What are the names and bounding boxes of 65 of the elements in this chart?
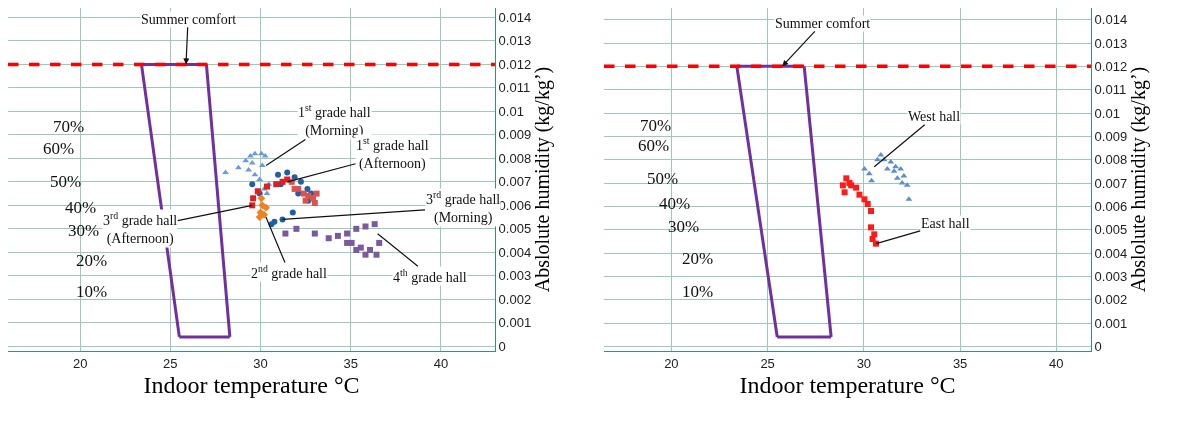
- y-tick-label: 0.011: [1094, 82, 1127, 98]
- y-tick-label: 0.006: [1094, 198, 1128, 214]
- y-tick-label: 0.009: [1094, 128, 1128, 144]
- x-tick-label: 30: [856, 355, 872, 371]
- y-tick-label: 0.01: [498, 103, 524, 119]
- annotation: 10%: [76, 282, 108, 301]
- y-tick-label: 0.002: [498, 291, 532, 307]
- annotation: 2$^{nd}$ grade hall: [251, 263, 327, 281]
- x-tick-label: 30: [253, 355, 268, 371]
- annotation: 60%: [43, 139, 75, 158]
- annotation: 70%: [53, 117, 85, 136]
- y-tick-label: 0.002: [1094, 292, 1128, 308]
- annotation: Summer comfort: [141, 12, 237, 27]
- annotation: 70%: [640, 116, 672, 135]
- y-tick-label: 0.007: [498, 174, 532, 190]
- y-tick-label: 0.013: [1094, 35, 1128, 51]
- x-axis-title: Indoor temperature °C: [143, 371, 360, 398]
- x-tick-label: 25: [760, 355, 775, 371]
- x-tick-label: 20: [664, 355, 679, 371]
- y-tick-label: 0.001: [1094, 315, 1128, 331]
- x-tick-label: 40: [1049, 355, 1064, 371]
- y-tick-label: 0.013: [498, 33, 532, 49]
- y-axis-title: Abslolute humidity (kg/kg’): [1127, 66, 1151, 293]
- y-tick-label: 0.007: [1094, 175, 1128, 191]
- annotation: 40%: [659, 194, 691, 213]
- annotation: 20%: [682, 249, 714, 268]
- annotation: 40%: [65, 198, 97, 217]
- annotation: 50%: [647, 169, 679, 188]
- y-axis-title: Abslolute humidity (kg/kg’): [531, 66, 555, 293]
- annotation: Summer comfort: [775, 16, 871, 31]
- y-tick-label: 0: [498, 338, 506, 354]
- y-tick-label: 0.009: [498, 127, 532, 143]
- annotation: 1$^{st}$ grade hall (Afternoon): [356, 135, 429, 173]
- y-tick-label: 0: [1094, 338, 1102, 354]
- x-tick-label: 35: [343, 355, 358, 371]
- y-tick-label: 0.004: [498, 244, 532, 260]
- x-tick-label: 25: [163, 355, 178, 371]
- y-tick-label: 0.012: [1094, 58, 1128, 74]
- x-axis-title: Indoor temperature °C: [739, 371, 956, 398]
- y-tick-label: 0.014: [498, 9, 532, 25]
- y-tick-label: 0.001: [498, 315, 532, 331]
- annotation: 30%: [68, 221, 100, 240]
- annotation: 60%: [638, 136, 670, 155]
- y-tick-label: 0.003: [498, 268, 532, 284]
- x-tick-label: 20: [72, 355, 88, 371]
- y-tick-label: 0.008: [1094, 152, 1128, 168]
- annotation: 50%: [50, 172, 82, 191]
- annotation: East hall: [921, 216, 970, 231]
- x-tick-label: 35: [952, 355, 968, 371]
- y-tick-label: 0.014: [1094, 12, 1128, 28]
- y-tick-label: 0.012: [498, 56, 532, 72]
- y-tick-label: 0.008: [498, 150, 532, 166]
- annotation: 10%: [682, 282, 714, 301]
- y-tick-label: 0.01: [1094, 105, 1120, 121]
- y-tick-label: 0.004: [1094, 245, 1128, 261]
- x-tick-label: 40: [433, 355, 449, 371]
- annotation: 20%: [76, 251, 108, 270]
- annotation: 3$^{rd}$ grade hall (Afternoon): [103, 210, 178, 248]
- y-tick-label: 0.003: [1094, 268, 1128, 284]
- annotation: 4$^{th}$ grade hall: [393, 267, 467, 285]
- y-tick-label: 0.011: [498, 80, 531, 96]
- annotation: 30%: [668, 217, 700, 236]
- annotation: West hall: [908, 109, 961, 124]
- y-tick-label: 0.005: [498, 221, 532, 237]
- y-tick-label: 0.005: [1094, 222, 1128, 238]
